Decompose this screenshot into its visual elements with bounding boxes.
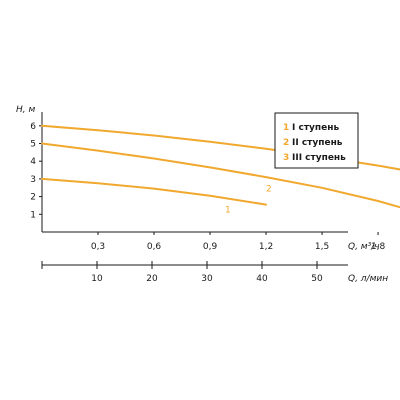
curve-stage-2 (41, 142, 400, 209)
legend-number: 1 (283, 123, 289, 133)
y-tick-label: 3 (30, 175, 36, 185)
x2-axis-label: Q, л/мин (348, 274, 388, 284)
x-tick-label: 1,5 (315, 242, 329, 252)
x-axis-label: Q, м³/ч (348, 242, 380, 252)
x-tick-label: 1,8 (371, 242, 386, 252)
y-axis-label: H, м (16, 105, 35, 115)
x-tick-label: 1,2 (259, 242, 273, 252)
y-tick-label: 1 (30, 210, 36, 220)
x-tick-label: 0,3 (91, 242, 105, 252)
legend-box (274, 112, 359, 169)
x2-tick-label: 10 (91, 274, 103, 284)
y-ticks: 1 2 3 4 5 6 (30, 122, 42, 220)
curve-stage-1 (41, 177, 267, 206)
x2-tick-label: 30 (201, 274, 213, 284)
y-tick-label: 4 (30, 157, 36, 167)
legend-number: 3 (283, 153, 289, 163)
x2-tick-label: 40 (256, 274, 268, 284)
curve-label-2: 2 (266, 184, 272, 194)
x2-tick-label: 20 (146, 274, 158, 284)
y-tick-label: 2 (30, 193, 36, 203)
legend-label: III ступень (292, 153, 346, 163)
x-tick-label: 0,6 (147, 242, 162, 252)
x-ticks: 0,30,60,91,21,51,82,12,42,73,0 (91, 232, 386, 252)
x2-tick-label: 50 (311, 274, 323, 284)
legend-label: II ступень (292, 138, 343, 148)
x2-ticks: 10 20 30 40 50 (91, 261, 323, 284)
y-tick-label: 6 (30, 122, 36, 132)
legend-label: I ступень (292, 123, 339, 133)
x-tick-label: 0,9 (203, 242, 218, 252)
y-tick-label: 5 (30, 140, 36, 150)
legend-number: 2 (283, 138, 289, 148)
curve-label-1: 1 (225, 206, 231, 216)
